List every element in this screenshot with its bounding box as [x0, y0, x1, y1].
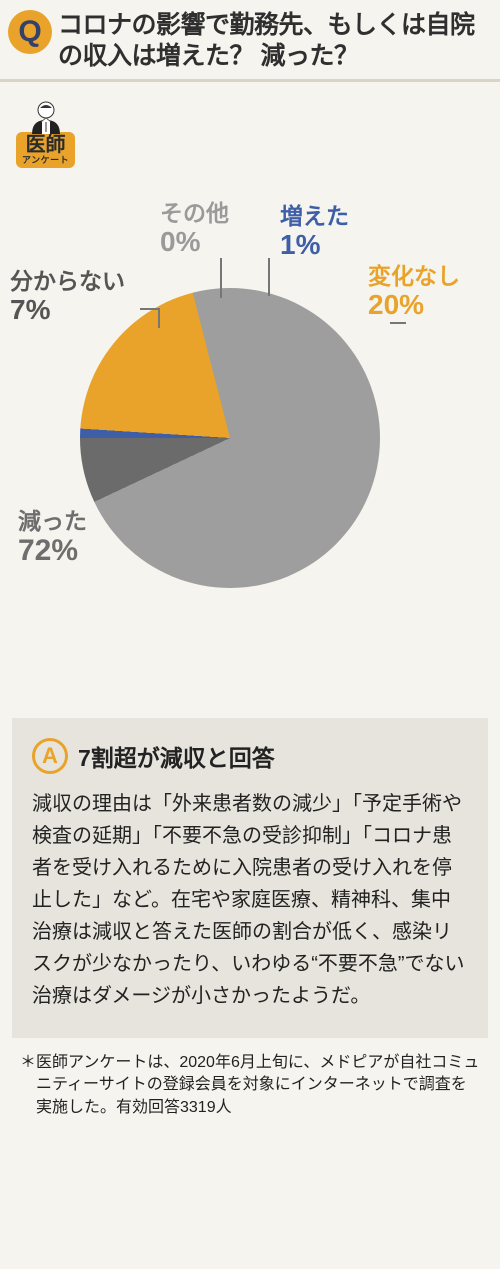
pie-label-decreased: 減った72%: [18, 508, 87, 569]
answer-body: 減収の理由は「外来患者数の減少」「予定手術や検査の延期」「不要不急の受診抑制」「…: [32, 788, 468, 1012]
pie-label-pct-decreased: 72%: [18, 534, 87, 569]
a-badge: A: [32, 738, 68, 774]
q-badge: Q: [8, 10, 52, 54]
pie-label-pct-no_change: 20%: [368, 289, 460, 321]
pie-chart-area: 増えた1% 変化なし20% 減った72% 分からない7% その他0%: [0, 108, 500, 608]
leader-no_change_h: [390, 322, 406, 324]
answer-header: A 7割超が減収と回答: [32, 738, 468, 774]
pie-label-name-increased: 増えた: [280, 203, 349, 229]
question-title: コロナの影響で勤務先、もしくは自院の収入は増えた？ 減った？: [58, 10, 486, 73]
pie-label-name-decreased: 減った: [18, 508, 87, 534]
pie-label-pct-dont_know: 7%: [10, 294, 125, 326]
footnote-text: ＊医師アンケートは、2020年6月上旬に、メドピアが自社コミュニティーサイトの登…: [20, 1052, 480, 1119]
leader-other_v: [220, 258, 222, 298]
pie-label-dont_know: 分からない7%: [10, 268, 125, 327]
leader-dont_know_h: [140, 308, 158, 310]
pie-label-pct-increased: 1%: [280, 229, 349, 261]
pie-label-pct-other: 0%: [160, 226, 229, 258]
pie-label-increased: 増えた1%: [280, 203, 349, 262]
header-underline: [0, 79, 500, 82]
pie-label-other: その他0%: [160, 200, 229, 259]
answer-box: A 7割超が減収と回答 減収の理由は「外来患者数の減少」「予定手術や検査の延期」…: [12, 718, 488, 1038]
question-header: Q コロナの影響で勤務先、もしくは自院の収入は増えた？ 減った？: [0, 0, 500, 73]
pie-label-name-other: その他: [160, 200, 229, 226]
footnote: ＊医師アンケートは、2020年6月上旬に、メドピアが自社コミュニティーサイトの登…: [0, 1038, 500, 1139]
pie-label-name-dont_know: 分からない: [10, 268, 125, 294]
answer-title: 7割超が減収と回答: [78, 739, 275, 773]
pie-label-name-no_change: 変化なし: [368, 263, 460, 289]
pie-chart: [80, 288, 380, 588]
leader-increased_v: [268, 258, 270, 296]
leader-dont_know_v: [158, 308, 160, 328]
pie-label-no_change: 変化なし20%: [368, 263, 460, 322]
